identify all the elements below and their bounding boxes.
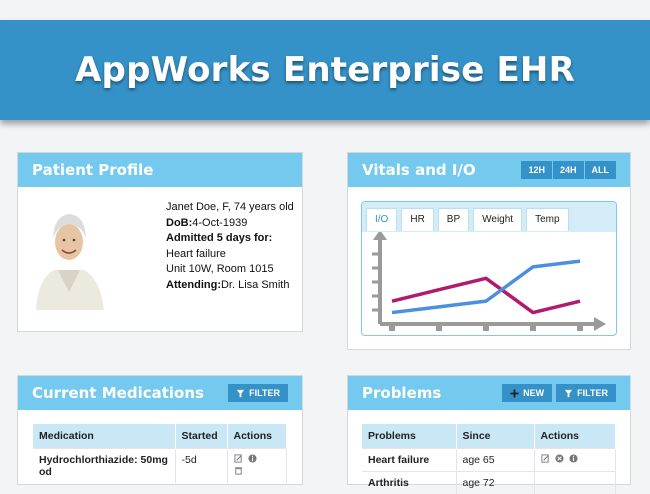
dob-label: DoB: xyxy=(166,217,192,229)
range-12h-button[interactable]: 12H xyxy=(521,161,552,179)
col-medication: Medication xyxy=(33,424,175,449)
medications-header: Current Medications FILTER xyxy=(18,376,302,410)
x-axis-arrow xyxy=(594,317,606,331)
problems-new-button[interactable]: NEW xyxy=(502,384,552,402)
tab-bp[interactable]: BP xyxy=(438,208,469,231)
x-tick xyxy=(436,326,442,331)
app-title: AppWorks Enterprise EHR xyxy=(75,50,575,90)
y-axis-arrow xyxy=(373,232,387,240)
attending-value: Dr. Lisa Smith xyxy=(221,279,289,291)
tab-hr[interactable]: HR xyxy=(401,208,433,231)
vitals-tabs-box: I/O HR BP Weight Temp xyxy=(361,201,617,336)
problems-filter-label: FILTER xyxy=(577,388,608,398)
vitals-header: Vitals and I/O 12H 24H ALL xyxy=(348,153,630,187)
vitals-range-group: 12H 24H ALL xyxy=(521,161,616,179)
x-tick xyxy=(483,326,489,331)
problem-since: age 72 xyxy=(456,472,534,494)
tab-io[interactable]: I/O xyxy=(366,208,397,231)
patient-profile-header: Patient Profile xyxy=(18,153,302,187)
filter-icon xyxy=(564,389,573,398)
problems-table: Problems Since Actions Heart failure age… xyxy=(362,424,616,494)
attending-label: Attending: xyxy=(166,279,221,291)
problem-name: Heart failure xyxy=(362,449,456,472)
col-actions: Actions xyxy=(227,424,287,449)
col-since: Since xyxy=(456,424,534,449)
problem-actions xyxy=(534,472,616,494)
problems-header: Problems NEW FILTER xyxy=(348,376,630,410)
admission-label: Admitted 5 days for: xyxy=(166,231,294,247)
problems-filter-button[interactable]: FILTER xyxy=(556,384,616,402)
app-header: AppWorks Enterprise EHR xyxy=(0,20,650,120)
io-chart xyxy=(362,232,616,336)
medications-filter-button[interactable]: FILTER xyxy=(228,384,288,402)
edit-icon[interactable] xyxy=(234,454,243,463)
col-started: Started xyxy=(175,424,227,449)
vitals-title: Vitals and I/O xyxy=(362,161,476,179)
table-row: Arthritis age 72 xyxy=(362,472,616,494)
admission-condition: Heart failure xyxy=(166,247,294,263)
problems-actions: NEW FILTER xyxy=(502,384,616,402)
range-24h-button[interactable]: 24H xyxy=(553,161,584,179)
filter-icon xyxy=(236,389,245,398)
problem-since: age 65 xyxy=(456,449,534,472)
vitals-tabs: I/O HR BP Weight Temp xyxy=(362,202,616,232)
info-icon[interactable] xyxy=(248,454,257,463)
patient-details: Janet Doe, F, 74 years old DoB:4-Oct-193… xyxy=(166,200,294,293)
medications-filter-label: FILTER xyxy=(249,388,280,398)
attending-line: Attending:Dr. Lisa Smith xyxy=(166,278,294,294)
problems-title: Problems xyxy=(362,384,441,402)
medication-name: Hydrochlorthiazide: 50mg od xyxy=(33,449,175,484)
range-all-button[interactable]: ALL xyxy=(585,161,617,179)
x-tick xyxy=(577,326,583,331)
series-line-2 xyxy=(392,261,580,312)
plus-icon xyxy=(510,389,519,398)
medication-started: -5d xyxy=(175,449,227,484)
problem-name: Arthritis xyxy=(362,472,456,494)
problems-new-label: NEW xyxy=(523,388,544,398)
remove-icon[interactable] xyxy=(555,454,564,463)
problem-actions xyxy=(534,449,616,472)
delete-icon[interactable] xyxy=(234,466,243,475)
medications-table-header: Medication Started Actions xyxy=(33,424,287,449)
medications-table: Medication Started Actions Hydrochlorthi… xyxy=(33,424,287,483)
col-problem-actions: Actions xyxy=(534,424,616,449)
col-problems: Problems xyxy=(362,424,456,449)
patient-dob-line: DoB:4-Oct-1939 xyxy=(166,216,294,232)
table-row: Heart failure age 65 xyxy=(362,449,616,472)
dob-value: 4-Oct-1939 xyxy=(192,217,247,229)
problems-table-header: Problems Since Actions xyxy=(362,424,616,449)
patient-profile-title: Patient Profile xyxy=(32,161,153,179)
medications-title: Current Medications xyxy=(32,384,204,402)
patient-photo xyxy=(28,200,110,310)
table-row: Hydrochlorthiazide: 50mg od -5d xyxy=(33,449,287,484)
tab-weight[interactable]: Weight xyxy=(473,208,522,231)
edit-icon[interactable] xyxy=(541,454,550,463)
info-icon[interactable] xyxy=(569,454,578,463)
patient-avatar xyxy=(28,200,110,310)
patient-name-line: Janet Doe, F, 74 years old xyxy=(166,200,294,216)
x-tick xyxy=(530,326,536,331)
patient-location: Unit 10W, Room 1015 xyxy=(166,262,294,278)
tab-temp[interactable]: Temp xyxy=(526,208,568,231)
x-tick xyxy=(389,326,395,331)
medication-actions xyxy=(227,449,287,484)
